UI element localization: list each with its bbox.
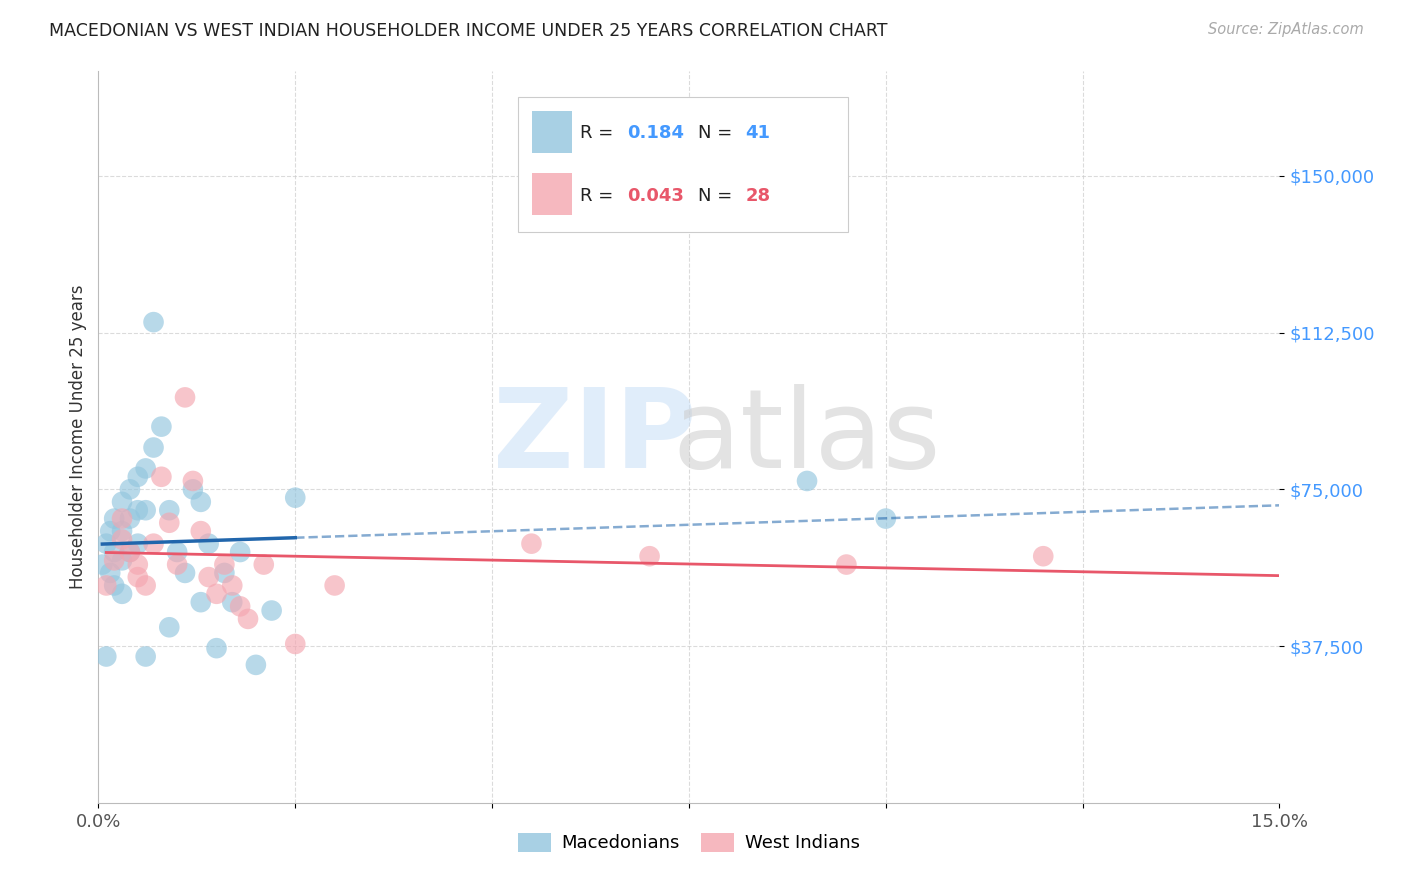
Point — [127, 570, 149, 584]
Text: 41: 41 — [745, 124, 770, 142]
Point — [150, 470, 173, 484]
Point — [150, 419, 173, 434]
Point — [135, 578, 157, 592]
Point — [214, 558, 236, 572]
Text: 0.184: 0.184 — [627, 124, 685, 142]
Point — [135, 461, 157, 475]
Point — [205, 587, 228, 601]
Text: N =: N = — [699, 124, 738, 142]
Point — [205, 641, 228, 656]
Point — [190, 595, 212, 609]
Point — [127, 536, 149, 550]
Point — [157, 503, 180, 517]
Point — [638, 549, 661, 564]
Text: ZIP: ZIP — [492, 384, 696, 491]
Point — [221, 578, 243, 592]
Point — [127, 503, 149, 517]
Point — [103, 545, 125, 559]
Point — [520, 536, 543, 550]
Point — [253, 558, 276, 572]
Point — [118, 545, 141, 559]
Text: R =: R = — [581, 124, 619, 142]
Point — [103, 511, 125, 525]
Point — [118, 545, 141, 559]
Point — [166, 558, 188, 572]
Point — [157, 516, 180, 530]
Point — [174, 390, 197, 404]
Point — [142, 315, 165, 329]
Point — [229, 599, 252, 614]
Point — [284, 637, 307, 651]
Point — [111, 495, 134, 509]
Point — [135, 649, 157, 664]
Point — [197, 570, 219, 584]
Point — [214, 566, 236, 580]
Point — [181, 474, 204, 488]
Point — [118, 483, 141, 497]
Point — [111, 511, 134, 525]
Point — [157, 620, 180, 634]
Point — [245, 657, 267, 672]
Point — [181, 483, 204, 497]
Point — [96, 536, 118, 550]
FancyBboxPatch shape — [517, 97, 848, 232]
Point — [111, 587, 134, 601]
Point — [96, 578, 118, 592]
Point — [190, 524, 212, 538]
Point — [127, 558, 149, 572]
Text: 0.043: 0.043 — [627, 186, 685, 204]
Point — [875, 511, 897, 525]
Point — [96, 649, 118, 664]
Point — [98, 566, 121, 580]
Text: atlas: atlas — [673, 384, 941, 491]
Point — [236, 612, 259, 626]
Point — [229, 545, 252, 559]
Text: MACEDONIAN VS WEST INDIAN HOUSEHOLDER INCOME UNDER 25 YEARS CORRELATION CHART: MACEDONIAN VS WEST INDIAN HOUSEHOLDER IN… — [49, 22, 887, 40]
FancyBboxPatch shape — [531, 173, 572, 215]
Point — [190, 495, 212, 509]
Y-axis label: Householder Income Under 25 years: Householder Income Under 25 years — [69, 285, 87, 590]
Text: Source: ZipAtlas.com: Source: ZipAtlas.com — [1208, 22, 1364, 37]
Point — [174, 566, 197, 580]
Point — [197, 536, 219, 550]
Point — [111, 533, 134, 547]
Point — [91, 558, 114, 572]
Point — [111, 524, 134, 538]
Point — [103, 578, 125, 592]
Point — [111, 553, 134, 567]
Point — [796, 474, 818, 488]
Point — [221, 595, 243, 609]
Point — [166, 545, 188, 559]
Point — [127, 470, 149, 484]
Point — [118, 511, 141, 525]
Point — [98, 524, 121, 538]
Point — [260, 603, 283, 617]
Legend: Macedonians, West Indians: Macedonians, West Indians — [510, 826, 868, 860]
Point — [284, 491, 307, 505]
Point — [1032, 549, 1054, 564]
Point — [323, 578, 346, 592]
Point — [103, 553, 125, 567]
Point — [135, 503, 157, 517]
Point — [142, 536, 165, 550]
Text: R =: R = — [581, 186, 619, 204]
Text: 28: 28 — [745, 186, 770, 204]
FancyBboxPatch shape — [531, 111, 572, 153]
Point — [142, 441, 165, 455]
Text: N =: N = — [699, 186, 738, 204]
Point — [835, 558, 858, 572]
